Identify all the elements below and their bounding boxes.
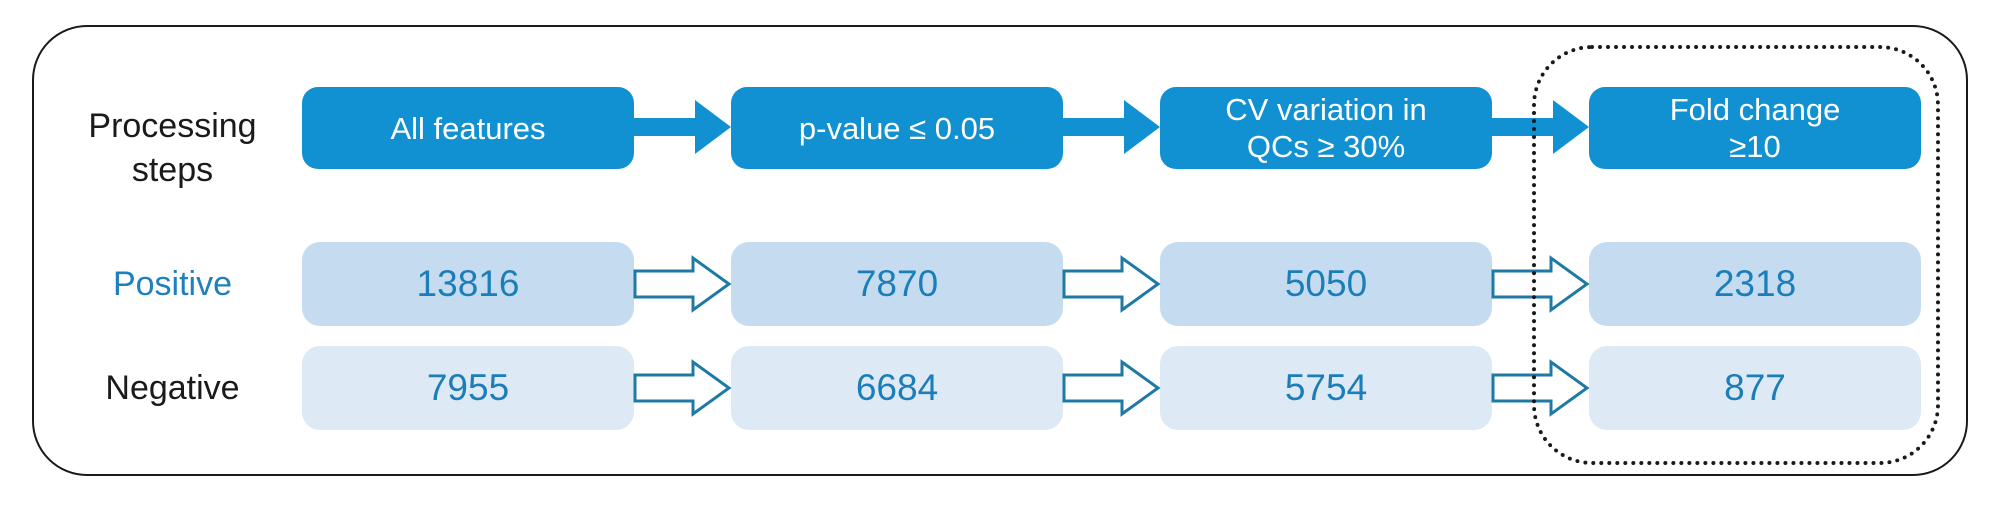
right-arrow-outline-icon — [1062, 358, 1162, 418]
right-arrow-solid-icon — [1491, 97, 1591, 157]
diagram-border — [32, 25, 1968, 476]
positive-value-cv-variation: 5050 — [1160, 242, 1492, 326]
step-box-all-features: All features — [302, 87, 634, 169]
right-arrow-solid-icon — [1062, 97, 1162, 157]
step-box-p-value: p-value ≤ 0.05 — [731, 87, 1063, 169]
positive-row-label: Positive — [112, 265, 233, 303]
right-arrow-outline-icon — [1491, 254, 1591, 314]
negative-value-fold-change: 877 — [1589, 346, 1921, 430]
negative-value-p-value: 6684 — [731, 346, 1063, 430]
processing-steps-label: Processing steps — [55, 104, 290, 192]
positive-value-all-features: 13816 — [302, 242, 634, 326]
step-label: CV variation in — [1225, 92, 1427, 127]
step-label-line2: ≥10 — [1729, 129, 1781, 164]
step-label-line2: QCs ≥ 30% — [1246, 129, 1406, 164]
negative-value-cv-variation: 5754 — [1160, 346, 1492, 430]
processing-steps-label-line2: steps — [131, 151, 214, 189]
step-label: Fold change — [1669, 92, 1841, 127]
right-arrow-solid-icon — [633, 97, 733, 157]
positive-value-fold-change: 2318 — [1589, 242, 1921, 326]
step-label: p-value ≤ 0.05 — [798, 110, 996, 146]
right-arrow-outline-icon — [1491, 358, 1591, 418]
right-arrow-outline-icon — [1062, 254, 1162, 314]
step-box-fold-change: Fold change ≥10 — [1589, 87, 1921, 169]
positive-value-p-value: 7870 — [731, 242, 1063, 326]
processing-steps-label-line1: Processing — [88, 107, 257, 145]
step-box-cv-variation: CV variation in QCs ≥ 30% — [1160, 87, 1492, 169]
right-arrow-outline-icon — [633, 254, 733, 314]
negative-value-all-features: 7955 — [302, 346, 634, 430]
negative-row-label: Negative — [105, 369, 240, 407]
step-label: All features — [390, 110, 546, 146]
right-arrow-outline-icon — [633, 358, 733, 418]
